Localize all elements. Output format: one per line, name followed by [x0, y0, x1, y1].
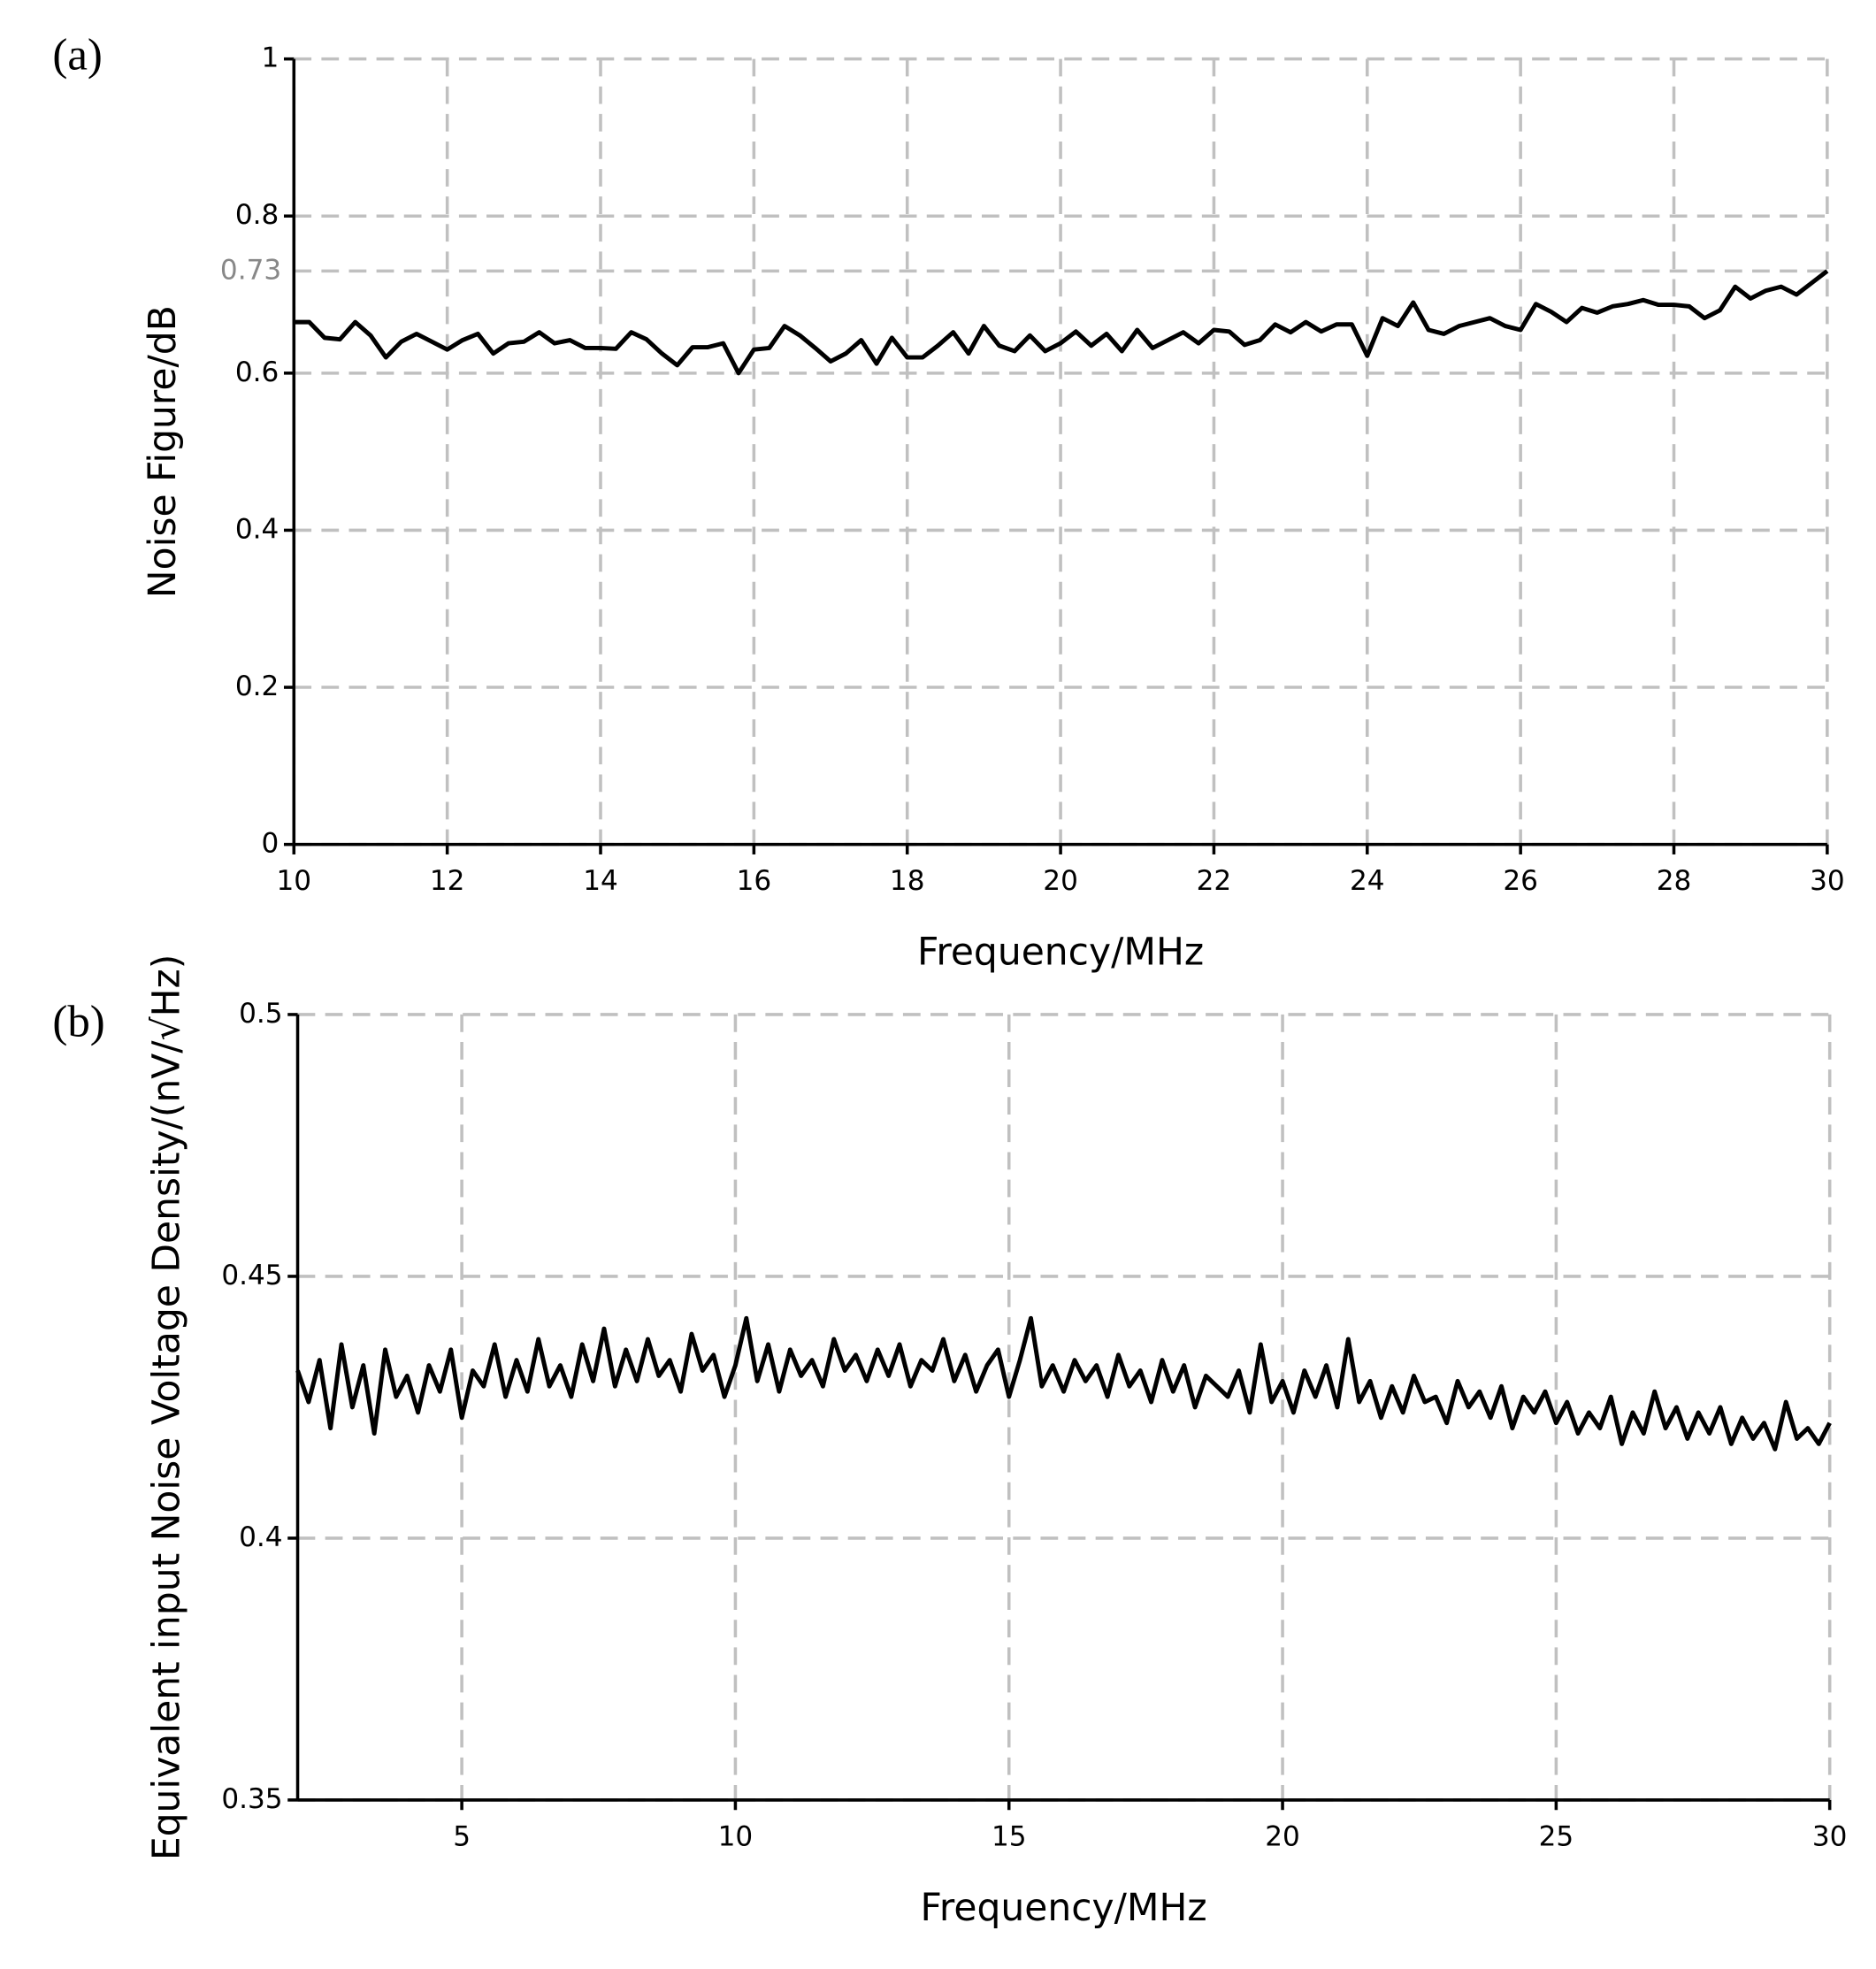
data-line	[295, 1315, 1832, 1452]
x-tick-label: 20	[1265, 1820, 1300, 1852]
y-tick-label: 0.8	[235, 199, 279, 231]
y-tick-label: 0.5	[239, 998, 282, 1030]
x-tick-label: 24	[1350, 865, 1385, 897]
panel-label: (b)	[52, 997, 104, 1046]
y-axis-title: Noise Figure/dB	[142, 305, 185, 598]
x-tick-label: 28	[1657, 865, 1692, 897]
y-tick-label: 0	[262, 828, 279, 860]
x-axis-title: Frequency/MHz	[917, 931, 1204, 975]
y-tick-label: 1	[262, 42, 279, 74]
y-tick-label: 0.2	[235, 670, 279, 702]
marker-tick-label: 0.73	[220, 254, 281, 286]
x-tick-label: 30	[1810, 865, 1845, 897]
x-tick-label: 14	[583, 865, 618, 897]
x-tick-label: 15	[992, 1820, 1027, 1852]
y-axis-title: Equivalent input Noise Voltage Density/(…	[145, 954, 188, 1860]
y-tick-label: 0.4	[235, 513, 279, 545]
y-tick-label: 0.35	[221, 1783, 282, 1815]
x-tick-label: 22	[1197, 865, 1232, 897]
x-tick-label: 18	[890, 865, 925, 897]
y-tick-label: 0.45	[221, 1260, 282, 1291]
x-tick-label: 16	[737, 865, 772, 897]
x-tick-label: 12	[430, 865, 465, 897]
x-tick-label: 26	[1503, 865, 1538, 897]
x-tick-label: 5	[453, 1820, 471, 1852]
y-tick-label: 0.4	[239, 1521, 282, 1553]
data-line	[294, 269, 1829, 376]
x-tick-label: 10	[718, 1820, 754, 1852]
x-tick-label: 25	[1539, 1820, 1574, 1852]
x-tick-label: 20	[1043, 865, 1078, 897]
panel-label: (a)	[52, 30, 102, 80]
x-tick-label: 10	[277, 865, 312, 897]
x-axis-title: Frequency/MHz	[921, 1887, 1207, 1930]
x-tick-label: 30	[1812, 1820, 1848, 1852]
y-tick-label: 0.6	[235, 356, 279, 388]
